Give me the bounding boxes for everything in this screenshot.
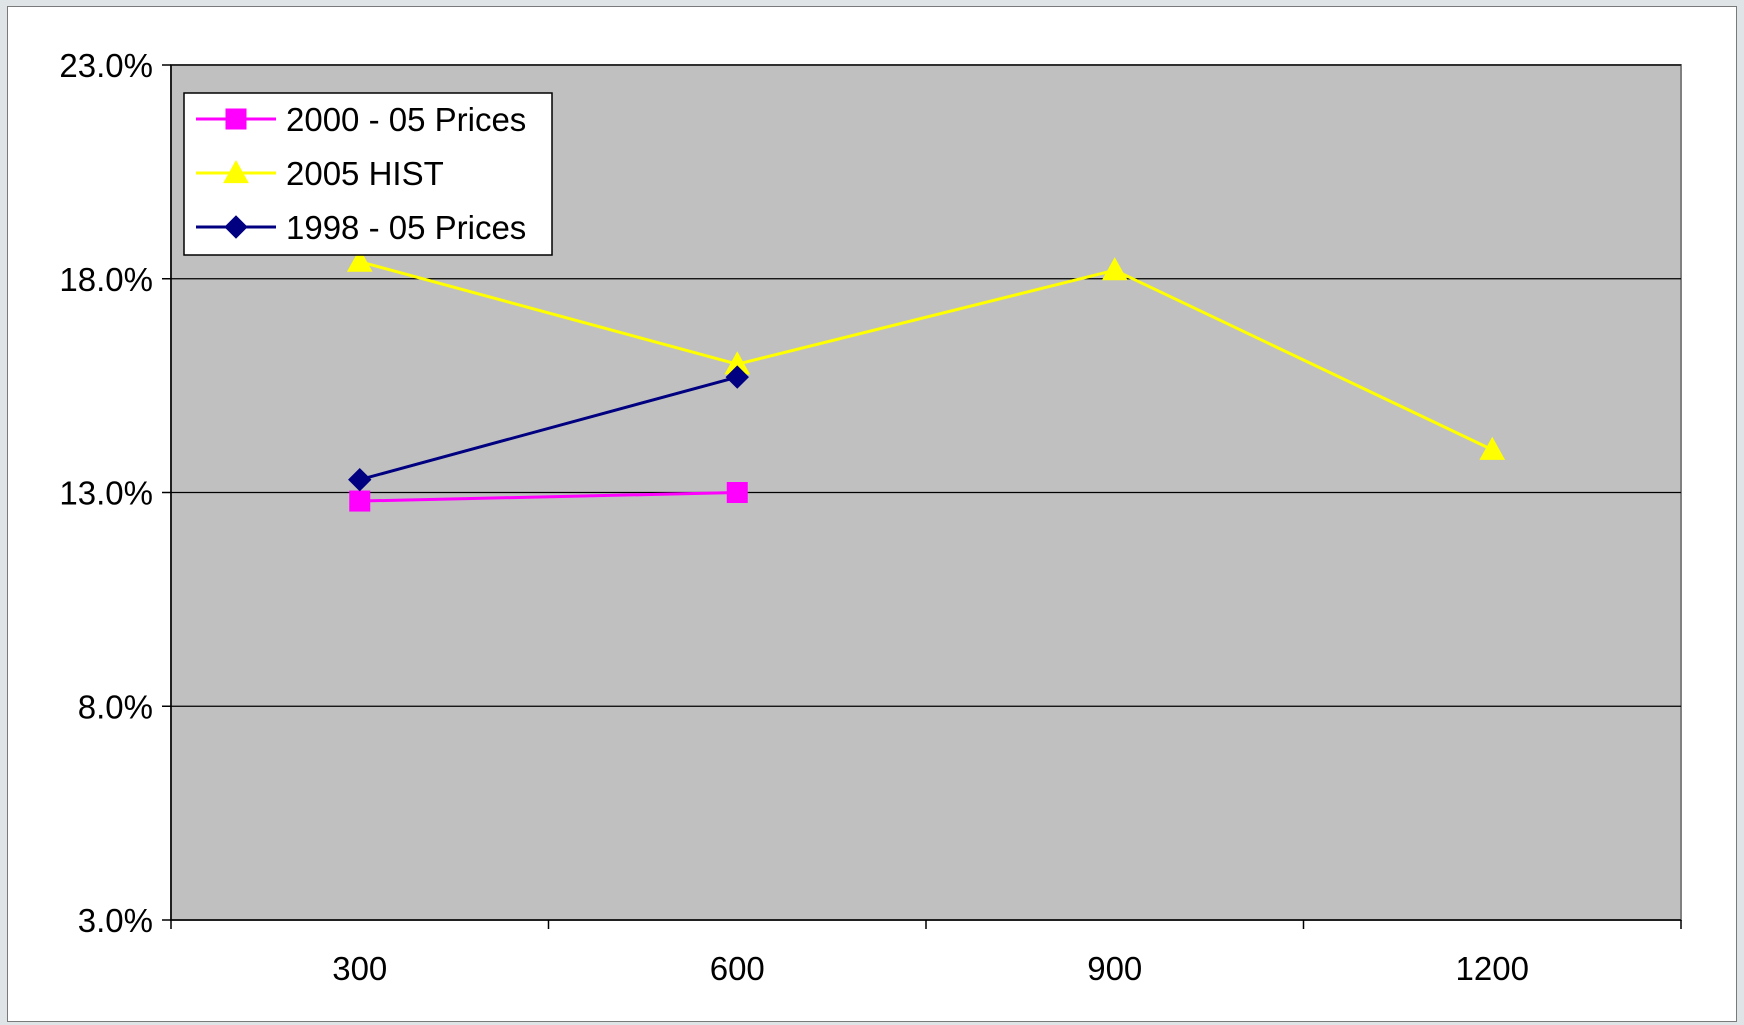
legend-marker-2005-hist xyxy=(223,159,249,184)
data-point-2005-hist xyxy=(346,248,373,272)
series-line-2005-hist xyxy=(359,260,1493,452)
y-tick-label: 3.0% xyxy=(78,902,153,939)
x-tick-label: 1200 xyxy=(1456,950,1529,987)
legend-label-1998-05-prices: 1998 - 05 Prices xyxy=(286,209,526,246)
chart-area: 3.0% 8.0% 13.0% 18.0% 23.0% 300 600 900 1200 200… xyxy=(7,6,1737,1022)
data-point-2000-05-prices xyxy=(726,482,748,503)
x-tick-label: 600 xyxy=(710,950,765,987)
legend-label-2000-05-prices: 2000 - 05 Prices xyxy=(286,101,526,138)
y-tick-label: 23.0% xyxy=(59,47,153,84)
y-tick-label: 8.0% xyxy=(78,688,153,725)
data-point-1998-05-prices xyxy=(725,365,749,389)
data-point-1998-05-prices xyxy=(348,467,372,492)
y-tick-label: 13.0% xyxy=(59,475,153,512)
series-lines xyxy=(346,248,1506,512)
y-tick-label: 18.0% xyxy=(59,261,153,298)
data-point-2005-hist xyxy=(1479,436,1506,460)
legend: 2000 - 05 Prices 2005 HIST 1998 - 05 Price… xyxy=(183,92,553,256)
legend-label-2005-hist: 2005 HIST xyxy=(286,155,444,192)
x-tick-label: 300 xyxy=(332,950,387,987)
series-line-1998-05-prices xyxy=(359,375,738,482)
legend-marker-2000-05-prices xyxy=(225,108,247,130)
data-point-2005-hist xyxy=(1101,257,1128,281)
series-line-2000-05-prices xyxy=(359,491,738,503)
x-tick-label: 900 xyxy=(1087,950,1142,987)
data-point-2000-05-prices xyxy=(349,490,371,512)
line-chart: 3.0% 8.0% 13.0% 18.0% 23.0% 300 600 900 1200 200… xyxy=(59,47,1682,987)
axes: 3.0% 8.0% 13.0% 18.0% 23.0% 300 600 900 1200 xyxy=(59,47,1682,987)
legend-marker-1998-05-prices xyxy=(224,215,248,239)
